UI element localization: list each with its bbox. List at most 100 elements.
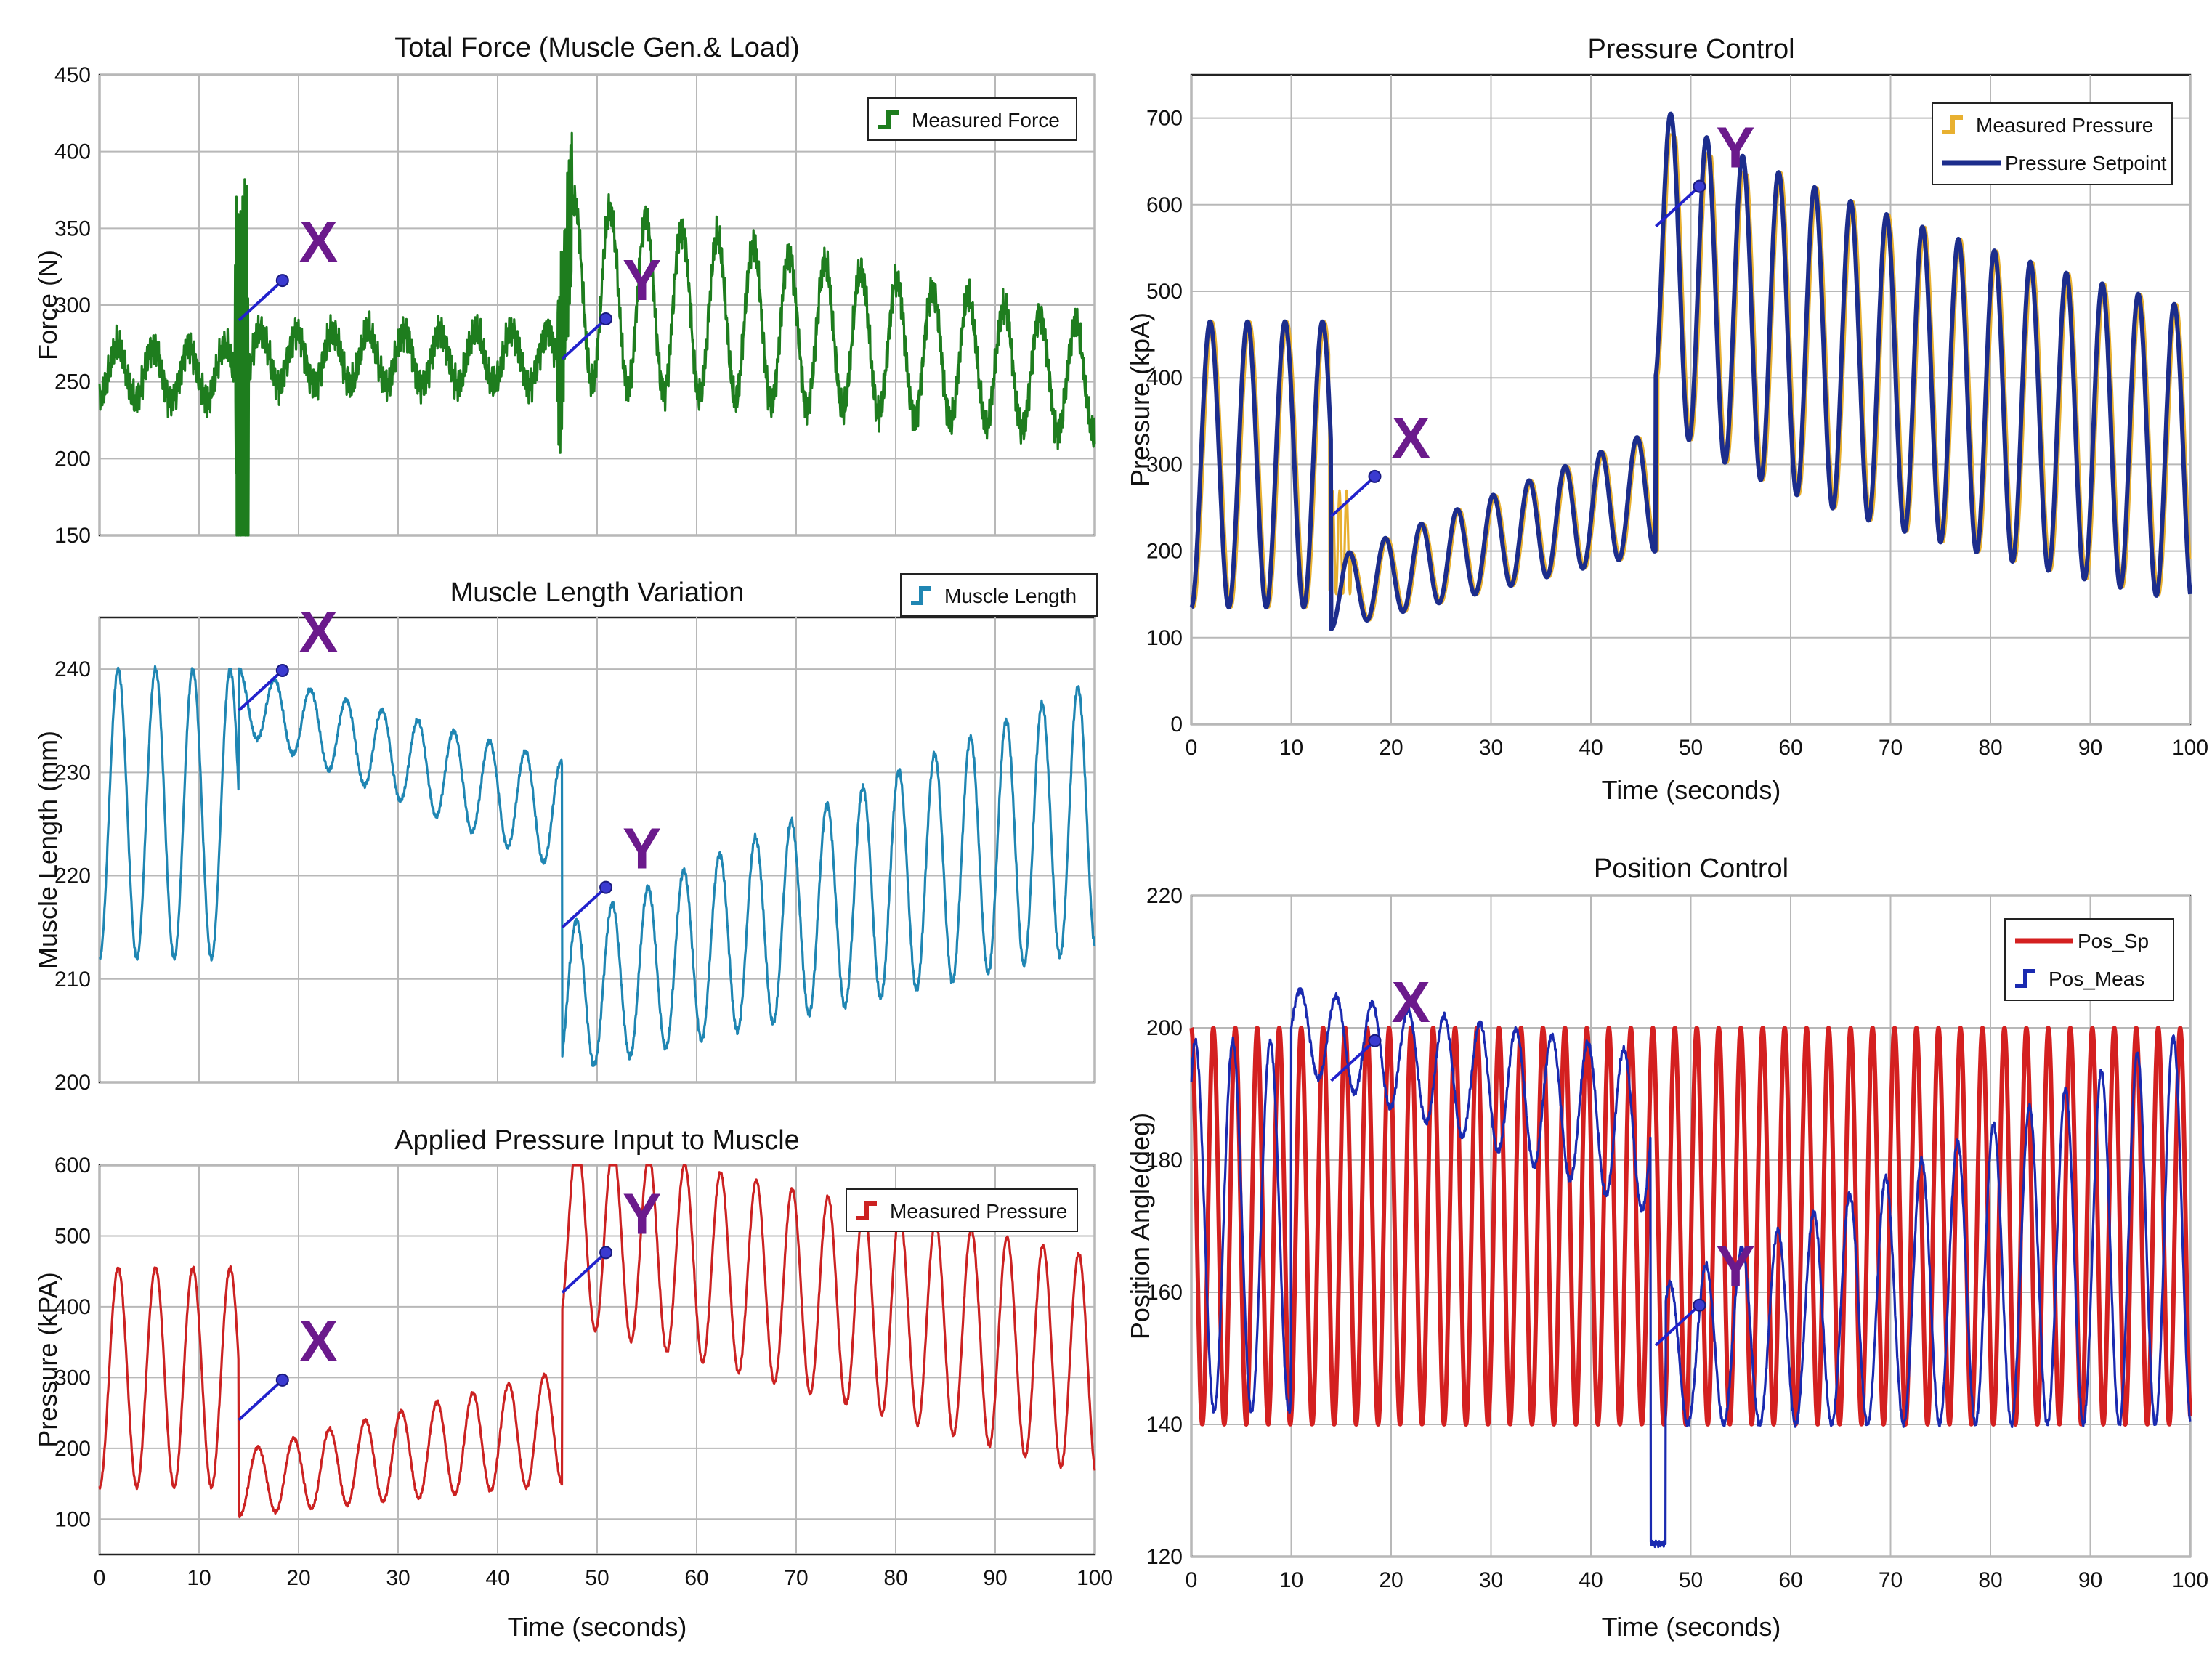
legend-box: [2004, 918, 2174, 1001]
x-tick-label: 100: [2172, 736, 2208, 760]
annotation-y: Y: [561, 1181, 661, 1294]
annotation-dot: [599, 1246, 613, 1260]
series-line-length: [99, 665, 1096, 1067]
annotation-y: Y: [561, 248, 661, 360]
y-tick-label: 700: [1146, 107, 1183, 131]
y-tick-label: 210: [54, 968, 91, 992]
x-axis-label: Time (seconds): [1602, 775, 1781, 805]
annotation-label: X: [299, 599, 338, 664]
annotation-x: X: [1330, 970, 1430, 1082]
legend-swatch: [856, 1201, 877, 1220]
legend: Measured Pressure: [846, 1188, 1078, 1232]
chart-position_control: 120 140 160 180 200 220 0 10 20 30 40 50 60 70 80 90 100…: [1125, 854, 2208, 1642]
x-axis-label: Time (seconds): [1602, 1612, 1781, 1642]
x-tick-label: 30: [386, 1566, 410, 1590]
legend-box: [900, 573, 1098, 617]
y-tick-label: 220: [1146, 884, 1183, 908]
legend: Muscle Length: [900, 573, 1098, 617]
y-tick-label: 200: [54, 447, 91, 471]
annotation-leader: [238, 669, 284, 712]
y-tick-label: 500: [1146, 280, 1183, 304]
y-tick-label: 300: [54, 1366, 91, 1390]
legend-box: [1932, 102, 2173, 185]
annotation-x: X: [238, 599, 338, 712]
annotation-dot: [1693, 1298, 1706, 1312]
x-tick-label: 50: [585, 1566, 609, 1590]
x-tick-label: 0: [1186, 736, 1198, 760]
annotation-dot: [1368, 469, 1382, 483]
x-tick-label: 80: [883, 1566, 907, 1590]
x-tick-label: 70: [1879, 736, 1903, 760]
annotation-y: Y: [1655, 115, 1755, 228]
series-line-pressure: [98, 1164, 1096, 1519]
series-line-pos_sp: [1189, 1026, 2192, 1427]
chart-pressure_control: 0 100 200 300 400 500 600 700 0 10 20 30 40 50 60 70 80 9…: [1125, 34, 2208, 805]
y-tick-label: 120: [1146, 1545, 1183, 1569]
annotation-leader: [238, 1379, 284, 1422]
y-tick-label: 300: [1146, 453, 1183, 477]
y-tick-label: 200: [54, 1437, 91, 1461]
annotation-label: X: [299, 1309, 338, 1374]
x-tick-label: 60: [684, 1566, 708, 1590]
annotation-x: X: [238, 1309, 338, 1422]
legend-entry: Measured Force: [912, 109, 1060, 131]
chart-applied: 100 200 300 400 500 600 0 10 20 30 40 50 60 70 80 90 100…: [33, 1125, 1113, 1642]
y-axis-label: Muscle Length (mm): [33, 731, 62, 969]
y-axis-label: Pressure (kpA): [1125, 312, 1155, 487]
x-axis-label: Time (seconds): [508, 1612, 687, 1642]
annotation-label: Y: [623, 816, 661, 881]
x-tick-label: 100: [2172, 1568, 2208, 1592]
annotation-leader: [1655, 185, 1701, 228]
series-line-force: [98, 131, 1096, 537]
chart-force: 150 200 250 300 350 400 450 Total Force (Muscle…: [33, 33, 1096, 548]
x-tick-label: 40: [1579, 1568, 1603, 1592]
x-tick-label: 10: [187, 1566, 211, 1590]
annotation-label: X: [299, 209, 338, 274]
x-tick-label: 50: [1679, 1568, 1703, 1592]
y-tick-label: 600: [1146, 193, 1183, 217]
legend-entry: Muscle Length: [944, 585, 1077, 607]
legend-entry: Pos_Sp: [2078, 930, 2149, 952]
y-axis-label: Pressure (kPA): [33, 1272, 62, 1447]
y-tick-label: 240: [54, 657, 91, 681]
annotation-leader: [1330, 475, 1376, 518]
y-tick-label: 400: [54, 1295, 91, 1319]
y-tick-label: 350: [54, 216, 91, 240]
annotation-label: X: [1392, 405, 1430, 470]
legend-entry: Measured Pressure: [1976, 114, 2153, 137]
chart-title: Muscle Length Variation: [450, 577, 745, 608]
x-tick-label: 60: [1778, 736, 1802, 760]
x-tick-label: 20: [1379, 736, 1403, 760]
legend-entry: Pressure Setpoint: [2005, 152, 2167, 174]
chart-length: 200 210 220 230 240 Muscle Length Variation Mu…: [33, 573, 1098, 1095]
annotation-dot: [275, 274, 289, 288]
y-tick-label: 400: [54, 140, 91, 164]
series-line-pos_meas: [1190, 987, 2192, 1549]
y-tick-label: 220: [54, 864, 91, 888]
annotation-label: Y: [1716, 115, 1754, 180]
chart-title: Total Force (Muscle Gen.& Load): [394, 33, 800, 63]
x-tick-label: 10: [1279, 1568, 1303, 1592]
x-tick-label: 70: [784, 1566, 808, 1590]
y-tick-label: 100: [54, 1507, 91, 1531]
annotation-label: Y: [623, 1181, 661, 1246]
annotation-leader: [238, 279, 284, 322]
y-tick-label: 150: [54, 524, 91, 548]
y-tick-label: 230: [54, 761, 91, 785]
x-tick-label: 60: [1778, 1568, 1802, 1592]
y-tick-label: 100: [1146, 626, 1183, 650]
legend-swatch: [2015, 969, 2035, 988]
y-tick-label: 0: [1170, 713, 1183, 737]
x-tick-label: 50: [1679, 736, 1703, 760]
annotation-leader: [561, 886, 607, 929]
y-tick-label: 500: [54, 1224, 91, 1248]
x-tick-label: 90: [983, 1566, 1007, 1590]
annotation-dot: [1368, 1034, 1382, 1047]
annotation-dot: [275, 664, 289, 677]
y-tick-label: 160: [1146, 1281, 1183, 1305]
annotation-leader: [561, 317, 607, 360]
y-axis-label: Force (N): [33, 250, 62, 360]
annotation-leader: [1330, 1039, 1376, 1082]
